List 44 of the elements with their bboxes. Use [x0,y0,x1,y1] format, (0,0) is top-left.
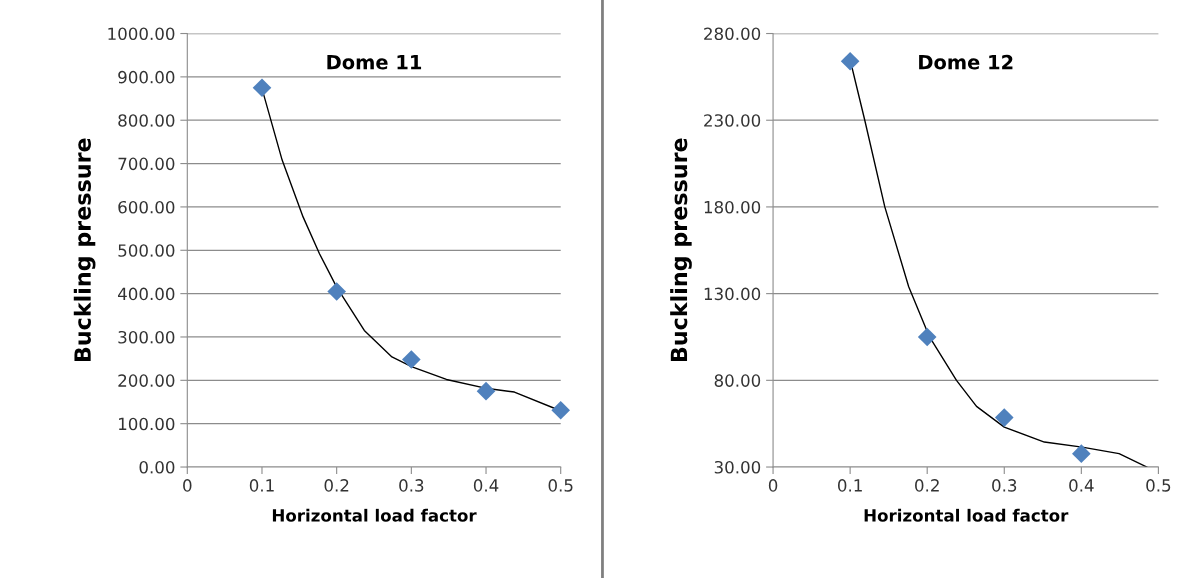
point [551,400,571,420]
point [327,282,346,301]
y-tick-label: 80.00 [714,374,761,387]
x-tick-label: 0.5 [548,479,573,492]
y-tick-label: 700.00 [118,157,175,171]
point [402,350,421,369]
y-tick-label: 1000.00 [108,27,175,41]
y-tick-label: 500.00 [118,244,175,257]
x-axis-title: Horizontal load factor [272,508,477,522]
point [917,327,937,347]
y-tick-label: 800.00 [118,114,175,127]
y-tick-label: 130.00 [704,287,761,301]
y-tick-label: 900.00 [118,70,175,84]
y-tick-label: 300.00 [118,330,175,344]
x-tick-label: 0.4 [473,479,499,492]
x-axis-title: Horizontal load factor [864,508,1069,522]
y-tick-label: 200.00 [118,374,175,387]
x-tick-label: 0 [183,479,192,492]
y-tick-label: 600.00 [118,200,175,214]
x-tick-label: 0.2 [915,479,939,492]
y-tick-label: 180.00 [704,200,761,214]
y-tick-label: 280.00 [704,27,761,41]
point [252,78,272,98]
text: Dome 12 [919,54,1013,70]
x-tick-label: 0.4 [1069,479,1094,492]
y-tick-label: 230.00 [704,114,761,127]
x-tick-label: 0.1 [837,479,862,492]
y-tick-label: 100.00 [119,417,175,431]
y-axis-title: Buckling pressure [73,138,96,362]
y-axis-title: Buckling pressure [670,138,692,362]
point [1072,444,1091,463]
x-tick-label: 0.3 [399,479,424,492]
point [476,381,496,401]
x-tick-label: 0.2 [324,479,349,492]
x-tick-label: 0 [768,479,778,492]
point [840,51,860,71]
x-tick-label: 0.3 [992,479,1017,492]
x-tick-label: 0.5 [1146,479,1171,492]
text: Dome 11 [327,55,422,70]
point [994,408,1014,427]
y-tick-label: 30.00 [714,460,761,474]
y-tick-label: 400.00 [117,287,175,301]
y-tick-label: 0.00 [139,460,175,474]
x-tick-label: 0.1 [249,479,274,492]
